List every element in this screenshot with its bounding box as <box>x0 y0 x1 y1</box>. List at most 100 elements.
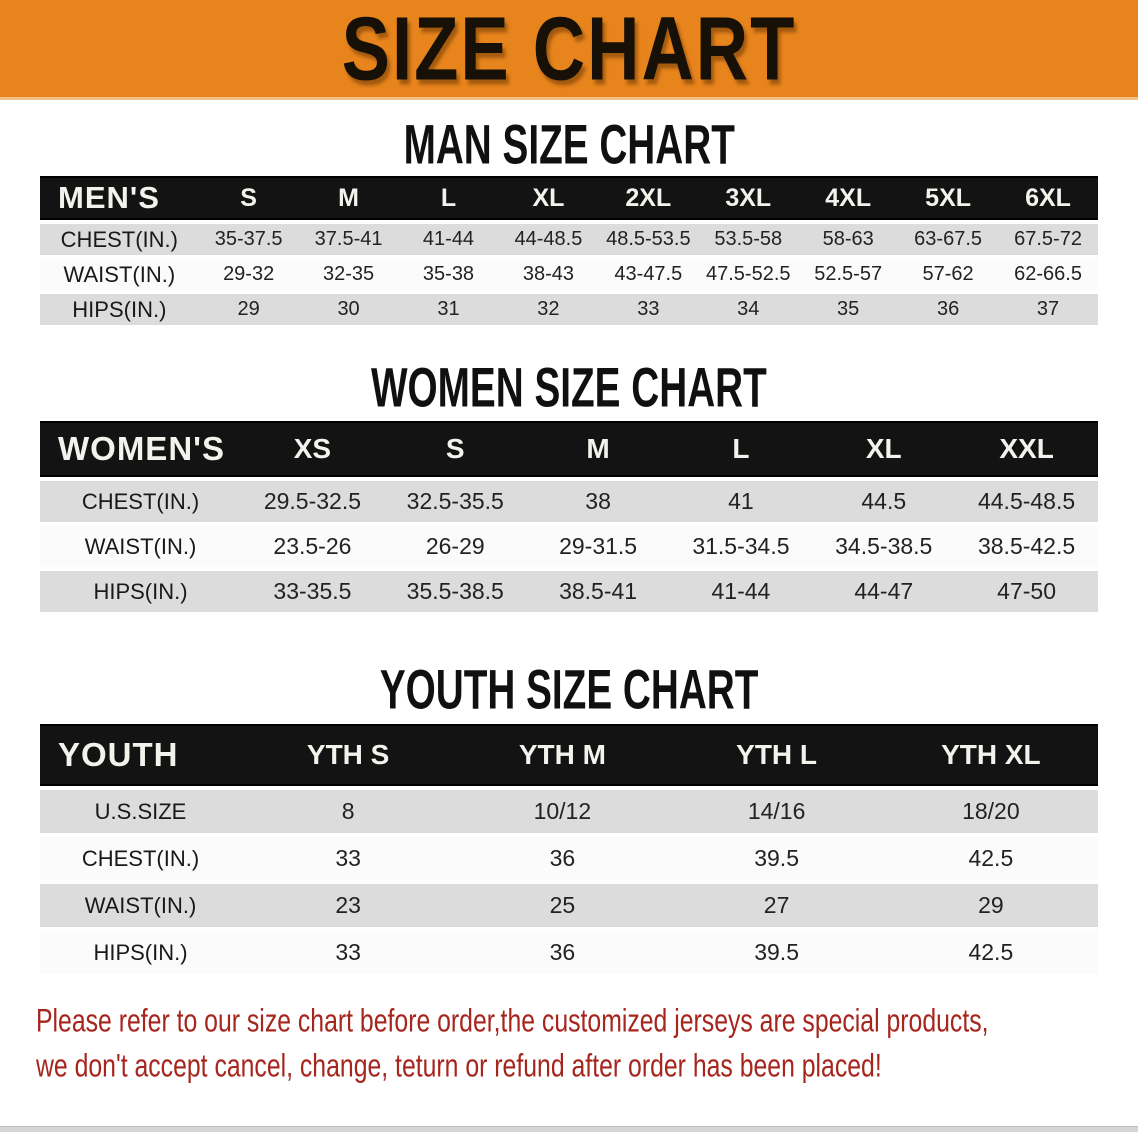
page-bottom-edge <box>0 1126 1138 1132</box>
measurement-row: HIPS(IN.) 33-35.5 35.5-38.5 38.5-41 41-44 44-… <box>40 571 1098 612</box>
size-column-header: XXL <box>955 421 1098 477</box>
youth-size-table-body: U.S.SIZE 8 10/12 14/16 18/20 CHEST(IN.) 33 36 39… <box>40 790 1098 974</box>
size-value-cell: 57-62 <box>898 259 999 290</box>
women-section-heading-text: WOMEN SIZE CHART <box>371 357 767 420</box>
size-value-cell: 14/16 <box>669 790 884 833</box>
women-size-table-head: WOMEN'S XS S M L XL XXL <box>40 421 1098 477</box>
youth-size-table: YOUTH YTH S YTH M YTH L YTH XL U.S.SIZE 8 10/1… <box>40 720 1098 978</box>
size-value-cell: 39.5 <box>669 837 884 880</box>
youth-section-heading-text: YOUTH SIZE CHART <box>379 659 759 722</box>
size-value-cell: 33 <box>598 294 699 325</box>
size-value-cell: 47-50 <box>955 571 1098 612</box>
size-column-header: S <box>383 421 527 477</box>
table-group-label: WOMEN'S <box>40 421 242 477</box>
women-section-heading: WOMEN SIZE CHART <box>0 358 1138 420</box>
size-value-cell: 34.5-38.5 <box>812 526 956 567</box>
size-value-cell: 35 <box>798 294 899 325</box>
size-value-cell: 38.5-42.5 <box>955 526 1098 567</box>
size-column-header: L <box>398 176 499 220</box>
size-value-cell: 29 <box>198 294 299 325</box>
size-value-cell: 31 <box>398 294 499 325</box>
size-value-cell: 10/12 <box>455 790 670 833</box>
size-value-cell: 38.5-41 <box>526 571 670 612</box>
size-value-cell: 35-37.5 <box>198 224 299 255</box>
size-value-cell: 44.5 <box>812 481 956 522</box>
measurement-label: WAIST(IN.) <box>40 259 199 290</box>
measurement-label: HIPS(IN.) <box>40 571 242 612</box>
measurement-label: WAIST(IN.) <box>40 884 242 927</box>
size-value-cell: 48.5-53.5 <box>598 224 699 255</box>
size-column-header: M <box>298 176 399 220</box>
size-value-cell: 58-63 <box>798 224 899 255</box>
measurement-row: CHEST(IN.) 35-37.5 37.5-41 41-44 44-48.5 48.5… <box>40 224 1098 255</box>
measurement-label: CHEST(IN.) <box>40 837 242 880</box>
men-section-heading-text: MAN SIZE CHART <box>403 114 735 177</box>
measurement-row: HIPS(IN.) 33 36 39.5 42.5 <box>40 931 1098 974</box>
size-value-cell: 18/20 <box>883 790 1098 833</box>
size-column-header: YTH S <box>241 724 456 786</box>
disclaimer-line-1: Please refer to our size chart before or… <box>36 1001 989 1040</box>
size-column-header: YTH M <box>455 724 670 786</box>
size-value-cell: 44-47 <box>812 571 956 612</box>
size-value-cell: 37.5-41 <box>298 224 399 255</box>
size-value-cell: 30 <box>298 294 399 325</box>
measurement-row: CHEST(IN.) 29.5-32.5 32.5-35.5 38 41 44.5 44.5… <box>40 481 1098 522</box>
size-value-cell: 23 <box>241 884 456 927</box>
size-value-cell: 33-35.5 <box>241 571 384 612</box>
measurement-row: WAIST(IN.) 23 25 27 29 <box>40 884 1098 927</box>
size-value-cell: 29-31.5 <box>526 526 670 567</box>
size-value-cell: 41-44 <box>398 224 499 255</box>
size-column-header: XL <box>498 176 599 220</box>
size-value-cell: 8 <box>241 790 456 833</box>
size-value-cell: 47.5-52.5 <box>698 259 799 290</box>
size-value-cell: 38-43 <box>498 259 599 290</box>
size-column-header: 2XL <box>598 176 699 220</box>
size-value-cell: 35-38 <box>398 259 499 290</box>
size-column-header: YTH XL <box>883 724 1098 786</box>
size-value-cell: 43-47.5 <box>598 259 699 290</box>
size-column-header: L <box>669 421 813 477</box>
size-column-header: S <box>198 176 299 220</box>
size-value-cell: 42.5 <box>883 931 1098 974</box>
size-value-cell: 36 <box>898 294 999 325</box>
size-column-header: YTH L <box>669 724 884 786</box>
size-value-cell: 29-32 <box>198 259 299 290</box>
size-value-cell: 52.5-57 <box>798 259 899 290</box>
size-value-cell: 41-44 <box>669 571 813 612</box>
size-value-cell: 34 <box>698 294 799 325</box>
measurement-label: WAIST(IN.) <box>40 526 242 567</box>
banner-title: SIZE CHART <box>341 0 797 100</box>
size-value-cell: 29.5-32.5 <box>241 481 384 522</box>
women-size-table-body: CHEST(IN.) 29.5-32.5 32.5-35.5 38 41 44.5 44.5… <box>40 481 1098 612</box>
size-value-cell: 32 <box>498 294 599 325</box>
size-value-cell: 53.5-58 <box>698 224 799 255</box>
youth-size-table-head: YOUTH YTH S YTH M YTH L YTH XL <box>40 724 1098 786</box>
measurement-row: WAIST(IN.) 29-32 32-35 35-38 38-43 43-47.5 47.… <box>40 259 1098 290</box>
size-table-header-row: WOMEN'S XS S M L XL XXL <box>40 421 1098 477</box>
size-chart-banner: SIZE CHART <box>0 0 1138 100</box>
disclaimer-line-2: we don't accept cancel, change, teturn o… <box>36 1046 882 1085</box>
size-value-cell: 27 <box>669 884 884 927</box>
youth-section-heading: YOUTH SIZE CHART <box>0 660 1138 722</box>
measurement-row: U.S.SIZE 8 10/12 14/16 18/20 <box>40 790 1098 833</box>
size-value-cell: 42.5 <box>883 837 1098 880</box>
size-value-cell: 26-29 <box>383 526 527 567</box>
size-value-cell: 32-35 <box>298 259 399 290</box>
size-value-cell: 39.5 <box>669 931 884 974</box>
table-group-label: YOUTH <box>40 724 242 786</box>
size-column-header: XL <box>812 421 956 477</box>
men-size-table: MEN'S S M L XL 2XL 3XL 4XL 5XL 6XL CHEST(IN.) 35-3… <box>40 172 1098 329</box>
table-group-label: MEN'S <box>40 176 199 220</box>
women-size-table: WOMEN'S XS S M L XL XXL CHEST(IN.) 29.5-32.5 32.… <box>40 417 1098 616</box>
size-value-cell: 29 <box>883 884 1098 927</box>
men-size-table-body: CHEST(IN.) 35-37.5 37.5-41 41-44 44-48.5 48.5… <box>40 224 1098 325</box>
size-value-cell: 41 <box>669 481 813 522</box>
measurement-label: CHEST(IN.) <box>40 481 242 522</box>
size-value-cell: 25 <box>455 884 670 927</box>
size-value-cell: 36 <box>455 837 670 880</box>
measurement-label: U.S.SIZE <box>40 790 242 833</box>
size-value-cell: 32.5-35.5 <box>383 481 527 522</box>
size-value-cell: 62-66.5 <box>998 259 1098 290</box>
order-disclaimer: Please refer to our size chart before or… <box>36 998 1138 1088</box>
measurement-label: HIPS(IN.) <box>40 931 242 974</box>
